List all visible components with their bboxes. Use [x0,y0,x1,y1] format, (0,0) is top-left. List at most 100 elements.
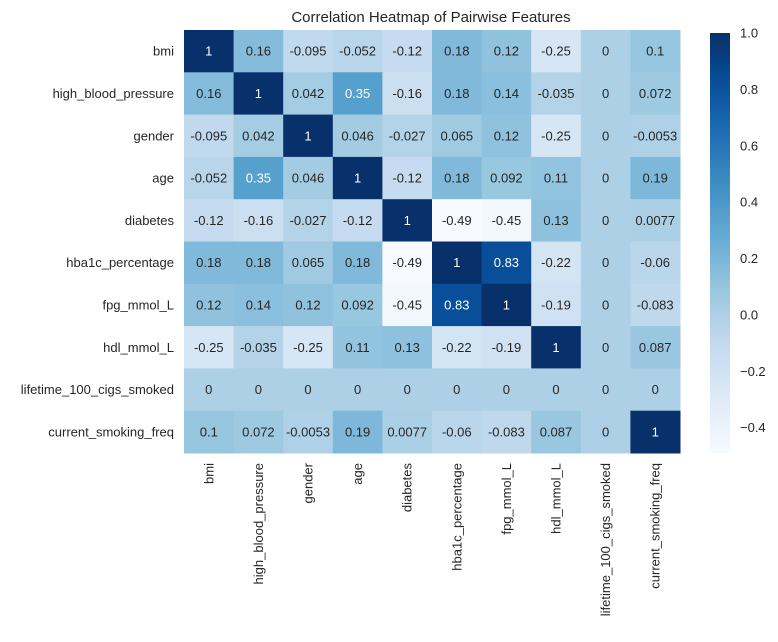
heatmap-cell [184,156,235,200]
heatmap-cell [283,241,334,285]
cell-value-label: 0.18 [196,255,221,270]
cell-value-label: 1 [205,44,212,59]
heatmap-cell [531,156,582,200]
cell-value-label: 0 [552,382,559,397]
heatmap-cell [332,114,383,158]
heatmap-cell [481,30,532,73]
heatmap-cell [531,410,582,454]
heatmap-cell [630,199,681,242]
cell-value-label: -0.052 [190,171,227,186]
colorbar [710,33,730,453]
heatmap-cell [332,241,383,285]
heatmap-cell [432,368,483,412]
heatmap-cell [184,326,235,369]
heatmap-cell [233,72,284,116]
cell-value-label: 1 [453,255,460,270]
heatmap-cell [481,241,532,285]
cell-value-label: 0.0077 [387,424,427,439]
cell-value-label: 0 [503,382,510,397]
row-label: bmi [153,44,174,59]
heatmap-cell [531,114,582,158]
row-label: diabetes [125,213,175,228]
heatmap-cell [432,326,483,369]
cell-value-label: 0.12 [196,297,221,312]
cell-value-label: 1 [255,86,262,101]
heatmap-cell [233,326,284,369]
cell-value-label: 0.0077 [635,213,675,228]
heatmap-cell [233,368,284,412]
cell-value-label: 0.13 [543,213,568,228]
cell-value-label: -0.12 [343,213,373,228]
column-label: bmi [201,463,216,484]
heatmap-cell [580,241,631,285]
cell-value-label: 0.072 [639,86,672,101]
heatmap-cell [233,30,284,73]
cell-value-label: -0.22 [442,340,472,355]
heatmap-cell [630,283,681,327]
cell-value-label: 0.14 [494,86,519,101]
cell-value-label: 0.35 [345,86,370,101]
heatmap-cell [481,114,532,158]
heatmap-cell [580,156,631,200]
heatmap-cell [432,410,483,454]
heatmap-cell [630,241,681,285]
cell-value-label: 0.14 [246,297,271,312]
heatmap-cell [332,326,383,369]
column-label: fpg_mmol_L [499,463,514,535]
heatmap-cell [382,156,433,200]
cell-value-label: 0.11 [544,171,568,186]
cell-value-label: -0.095 [290,44,327,59]
heatmap-cell [531,30,582,73]
cell-value-label: 0.18 [246,255,271,270]
cell-value-label: -0.22 [541,255,571,270]
cell-value-label: 0 [602,424,609,439]
heatmap-cell [630,410,681,454]
chart-title: Correlation Heatmap of Pairwise Features [291,9,570,26]
cell-value-label: -0.25 [293,340,323,355]
cell-value-label: 0.12 [494,44,519,59]
heatmap-cell [630,30,681,73]
cell-value-label: 0 [404,382,411,397]
cell-value-label: -0.19 [541,297,571,312]
colorbar-tick-label: 0.8 [740,82,758,97]
colorbar-tick-label: −0.4 [740,420,766,435]
heatmap-cell [233,241,284,285]
cell-value-label: 0 [652,382,659,397]
cell-value-label: 0.065 [441,128,474,143]
cell-value-label: 0.042 [292,86,325,101]
heatmap-cell [432,72,483,116]
cell-value-label: -0.06 [442,424,472,439]
heatmap-cell [283,283,334,327]
cell-value-label: -0.45 [492,213,522,228]
heatmap-cell [382,283,433,327]
heatmap-cell [531,283,582,327]
row-label: hdl_mmol_L [103,340,174,355]
heatmap-cell [332,156,383,200]
heatmap-cell [184,72,235,116]
cell-value-label: -0.12 [392,171,422,186]
cell-value-label: 0 [354,382,361,397]
cell-value-label: 0 [304,382,311,397]
cell-value-label: -0.25 [194,340,224,355]
cell-value-label: 0.087 [639,340,672,355]
colorbar-tick-label: 0.6 [740,138,758,153]
cell-value-label: -0.49 [392,255,422,270]
cell-value-label: 0.83 [444,297,469,312]
cell-value-label: -0.12 [194,213,224,228]
heatmap-cells [184,30,681,454]
cell-value-label: 0.065 [292,255,325,270]
heatmap-cell [432,241,483,285]
heatmap-cell [630,368,681,412]
heatmap-cell [630,114,681,158]
heatmap-cell [432,30,483,73]
colorbar-tick-label: 0.2 [740,251,758,266]
heatmap-cell [382,30,433,73]
heatmap-cell [481,410,532,454]
cell-value-label: -0.095 [190,128,227,143]
heatmap-cell [432,283,483,327]
cell-value-label: 0 [602,128,609,143]
cell-value-label: 0.11 [345,340,369,355]
heatmap-cell [332,72,383,116]
cell-value-label: -0.052 [339,44,376,59]
